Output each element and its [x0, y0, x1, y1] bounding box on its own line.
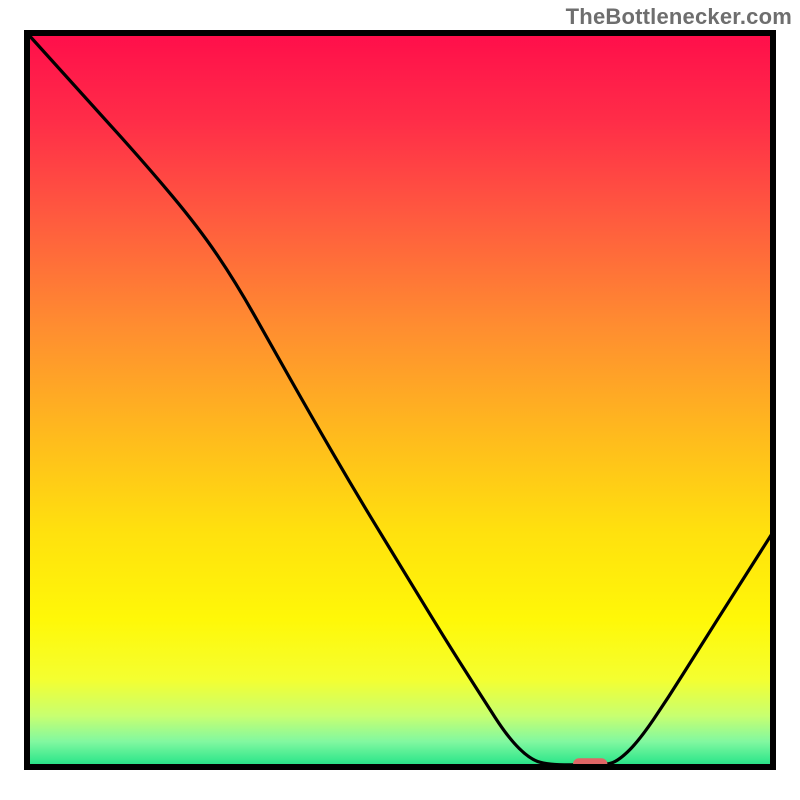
watermark-text: TheBottlenecker.com: [566, 4, 792, 30]
bottleneck-chart: [0, 0, 800, 800]
plot-background: [27, 33, 773, 767]
